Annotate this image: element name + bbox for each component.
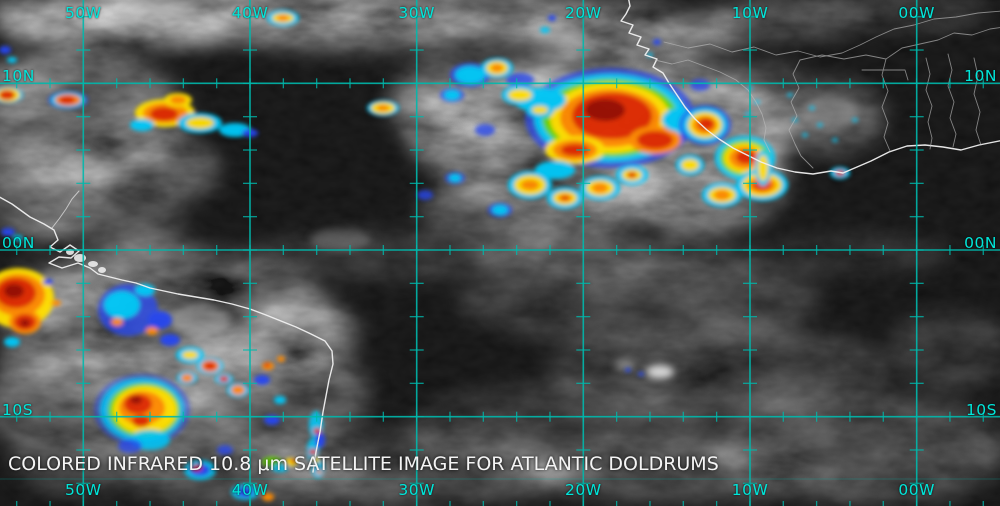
caption-title: COLORED INFRARED 10.8 μm SATELLITE IMAGE… (8, 453, 719, 475)
coastline-layer (0, 0, 1000, 473)
caption-block: COLORED INFRARED 10.8 μm SATELLITE IMAGE… (8, 417, 719, 506)
convection-layer (0, 10, 858, 501)
africa-country-borders (654, 10, 1000, 169)
africa-coastline (620, 0, 1000, 175)
